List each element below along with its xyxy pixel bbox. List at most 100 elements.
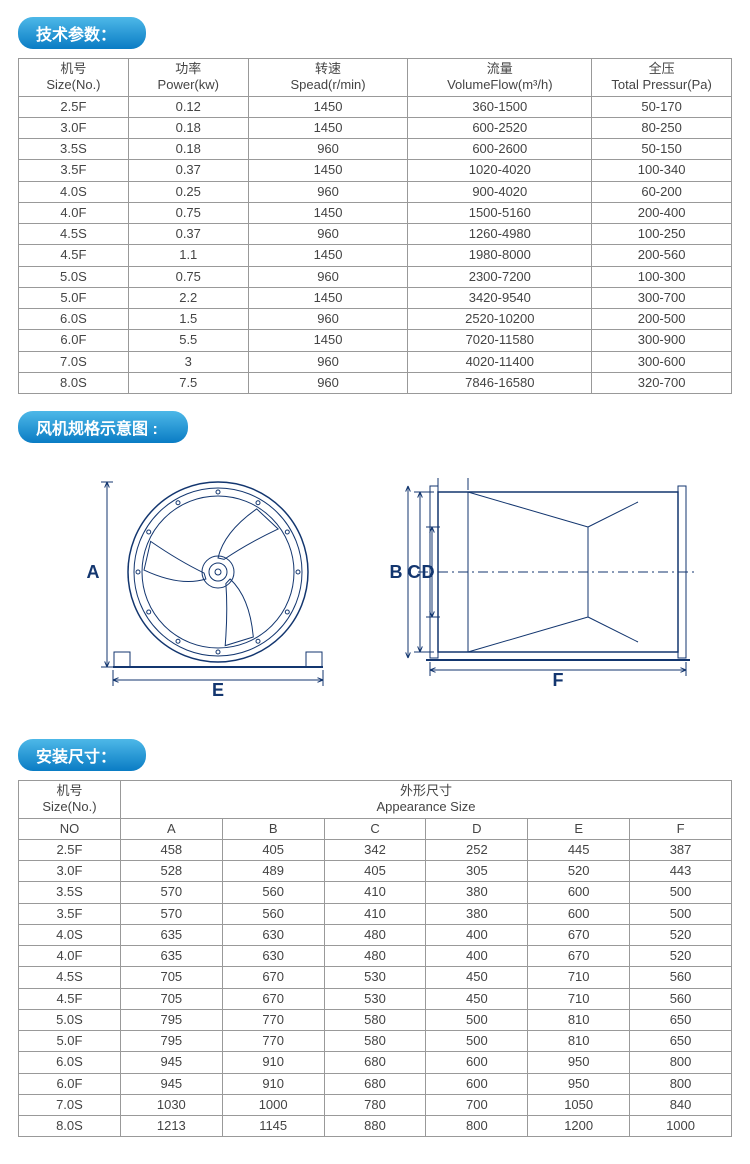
table-cell: 1030 <box>120 1094 222 1115</box>
section-header-tech: 技术参数： <box>18 18 750 48</box>
table-row: 5.0S795770580500810650 <box>19 1009 732 1030</box>
table-row: 6.0F945910680600950800 <box>19 1073 732 1094</box>
table-cell: 910 <box>222 1073 324 1094</box>
table-cell: 1450 <box>248 245 408 266</box>
table-cell: 50-170 <box>592 96 732 117</box>
table-row: 4.0S0.25960900-402060-200 <box>19 181 732 202</box>
table-cell: 520 <box>528 861 630 882</box>
table-cell: 1213 <box>120 1116 222 1137</box>
table-cell: 3.0F <box>19 117 129 138</box>
table-cell: 880 <box>324 1116 426 1137</box>
table-cell: 680 <box>324 1073 426 1094</box>
table-cell: 450 <box>426 988 528 1009</box>
table-cell: 670 <box>528 924 630 945</box>
table-cell: 458 <box>120 839 222 860</box>
table-cell: 800 <box>426 1116 528 1137</box>
table-cell: 4.0F <box>19 202 129 223</box>
table-cell: 5.0S <box>19 266 129 287</box>
table-row: 6.0F5.514507020-11580300-900 <box>19 330 732 351</box>
table-cell: 6.0F <box>19 330 129 351</box>
table-cell: 5.0S <box>19 1009 121 1030</box>
table-row: 7.0S39604020-11400300-600 <box>19 351 732 372</box>
table-row: 3.5S0.18960600-260050-150 <box>19 139 732 160</box>
dim-thead: 机号Size(No.)外形尺寸Appearance SizeNOABCDEF <box>19 781 732 840</box>
table-cell: 50-150 <box>592 139 732 160</box>
table-cell: 2.5F <box>19 96 129 117</box>
table-cell: 680 <box>324 1052 426 1073</box>
table-cell: 4.0S <box>19 181 129 202</box>
table-cell: 945 <box>120 1052 222 1073</box>
table-cell: 500 <box>630 882 732 903</box>
table-cell: 960 <box>248 351 408 372</box>
table-cell: 960 <box>248 181 408 202</box>
table-cell: 710 <box>528 967 630 988</box>
dim-subcol-header: NO <box>19 818 121 839</box>
table-cell: 670 <box>528 946 630 967</box>
table-cell: 400 <box>426 946 528 967</box>
spec-col-header: 转速Spead(r/min) <box>248 59 408 97</box>
spec-col-header: 全压Total Pressur(Pa) <box>592 59 732 97</box>
table-row: 5.0F795770580500810650 <box>19 1031 732 1052</box>
svg-text:D: D <box>421 562 434 582</box>
section-title-diagram: 风机规格示意图 : <box>18 411 188 443</box>
section-header-install: 安装尺寸： <box>18 740 750 770</box>
table-cell: 410 <box>324 903 426 924</box>
table-cell: 0.75 <box>128 202 248 223</box>
table-row: 3.5S570560410380600500 <box>19 882 732 903</box>
svg-text:B: B <box>389 562 402 582</box>
table-cell: 580 <box>324 1031 426 1052</box>
table-cell: 450 <box>426 967 528 988</box>
table-row: 8.0S7.59607846-16580320-700 <box>19 372 732 393</box>
table-cell: 1980-8000 <box>408 245 592 266</box>
table-cell: 630 <box>222 924 324 945</box>
spec-thead: 机号Size(No.)功率Power(kw)转速Spead(r/min)流量Vo… <box>19 59 732 97</box>
table-row: 4.0F0.7514501500-5160200-400 <box>19 202 732 223</box>
table-row: 3.5F0.3714501020-4020100-340 <box>19 160 732 181</box>
table-cell: 0.37 <box>128 224 248 245</box>
table-cell: 530 <box>324 988 426 1009</box>
table-cell: 1450 <box>248 287 408 308</box>
table-cell: 342 <box>324 839 426 860</box>
table-cell: 1450 <box>248 96 408 117</box>
table-cell: 770 <box>222 1031 324 1052</box>
table-cell: 100-250 <box>592 224 732 245</box>
table-cell: 252 <box>426 839 528 860</box>
table-cell: 780 <box>324 1094 426 1115</box>
diagram-side: BCD F <box>368 462 708 702</box>
table-cell: 580 <box>324 1009 426 1030</box>
dim-subcol-header: F <box>630 818 732 839</box>
svg-text:F: F <box>552 670 563 690</box>
table-cell: 705 <box>120 967 222 988</box>
svg-text:C: C <box>407 562 420 582</box>
table-cell: 3.0F <box>19 861 121 882</box>
table-cell: 60-200 <box>592 181 732 202</box>
table-cell: 1.1 <box>128 245 248 266</box>
table-cell: 600 <box>426 1052 528 1073</box>
table-cell: 480 <box>324 946 426 967</box>
table-cell: 445 <box>528 839 630 860</box>
table-cell: 100-340 <box>592 160 732 181</box>
table-cell: 770 <box>222 1009 324 1030</box>
section-title-install: 安装尺寸： <box>18 739 146 771</box>
dim-col-header-appearance: 外形尺寸Appearance Size <box>120 781 731 819</box>
table-cell: 360-1500 <box>408 96 592 117</box>
table-cell: 5.0F <box>19 287 129 308</box>
table-cell: 0.12 <box>128 96 248 117</box>
table-row: 4.5F705670530450710560 <box>19 988 732 1009</box>
table-cell: 8.0S <box>19 1116 121 1137</box>
table-cell: 560 <box>222 882 324 903</box>
table-cell: 0.18 <box>128 117 248 138</box>
dim-subcol-header: E <box>528 818 630 839</box>
table-cell: 200-400 <box>592 202 732 223</box>
table-row: 4.5S705670530450710560 <box>19 967 732 988</box>
svg-text:E: E <box>211 680 223 700</box>
table-cell: 1000 <box>222 1094 324 1115</box>
table-cell: 528 <box>120 861 222 882</box>
table-cell: 6.0S <box>19 309 129 330</box>
table-cell: 670 <box>222 967 324 988</box>
table-cell: 1450 <box>248 330 408 351</box>
table-row: 5.0F2.214503420-9540300-700 <box>19 287 732 308</box>
table-row: 4.5F1.114501980-8000200-560 <box>19 245 732 266</box>
table-cell: 400 <box>426 924 528 945</box>
table-cell: 4020-11400 <box>408 351 592 372</box>
